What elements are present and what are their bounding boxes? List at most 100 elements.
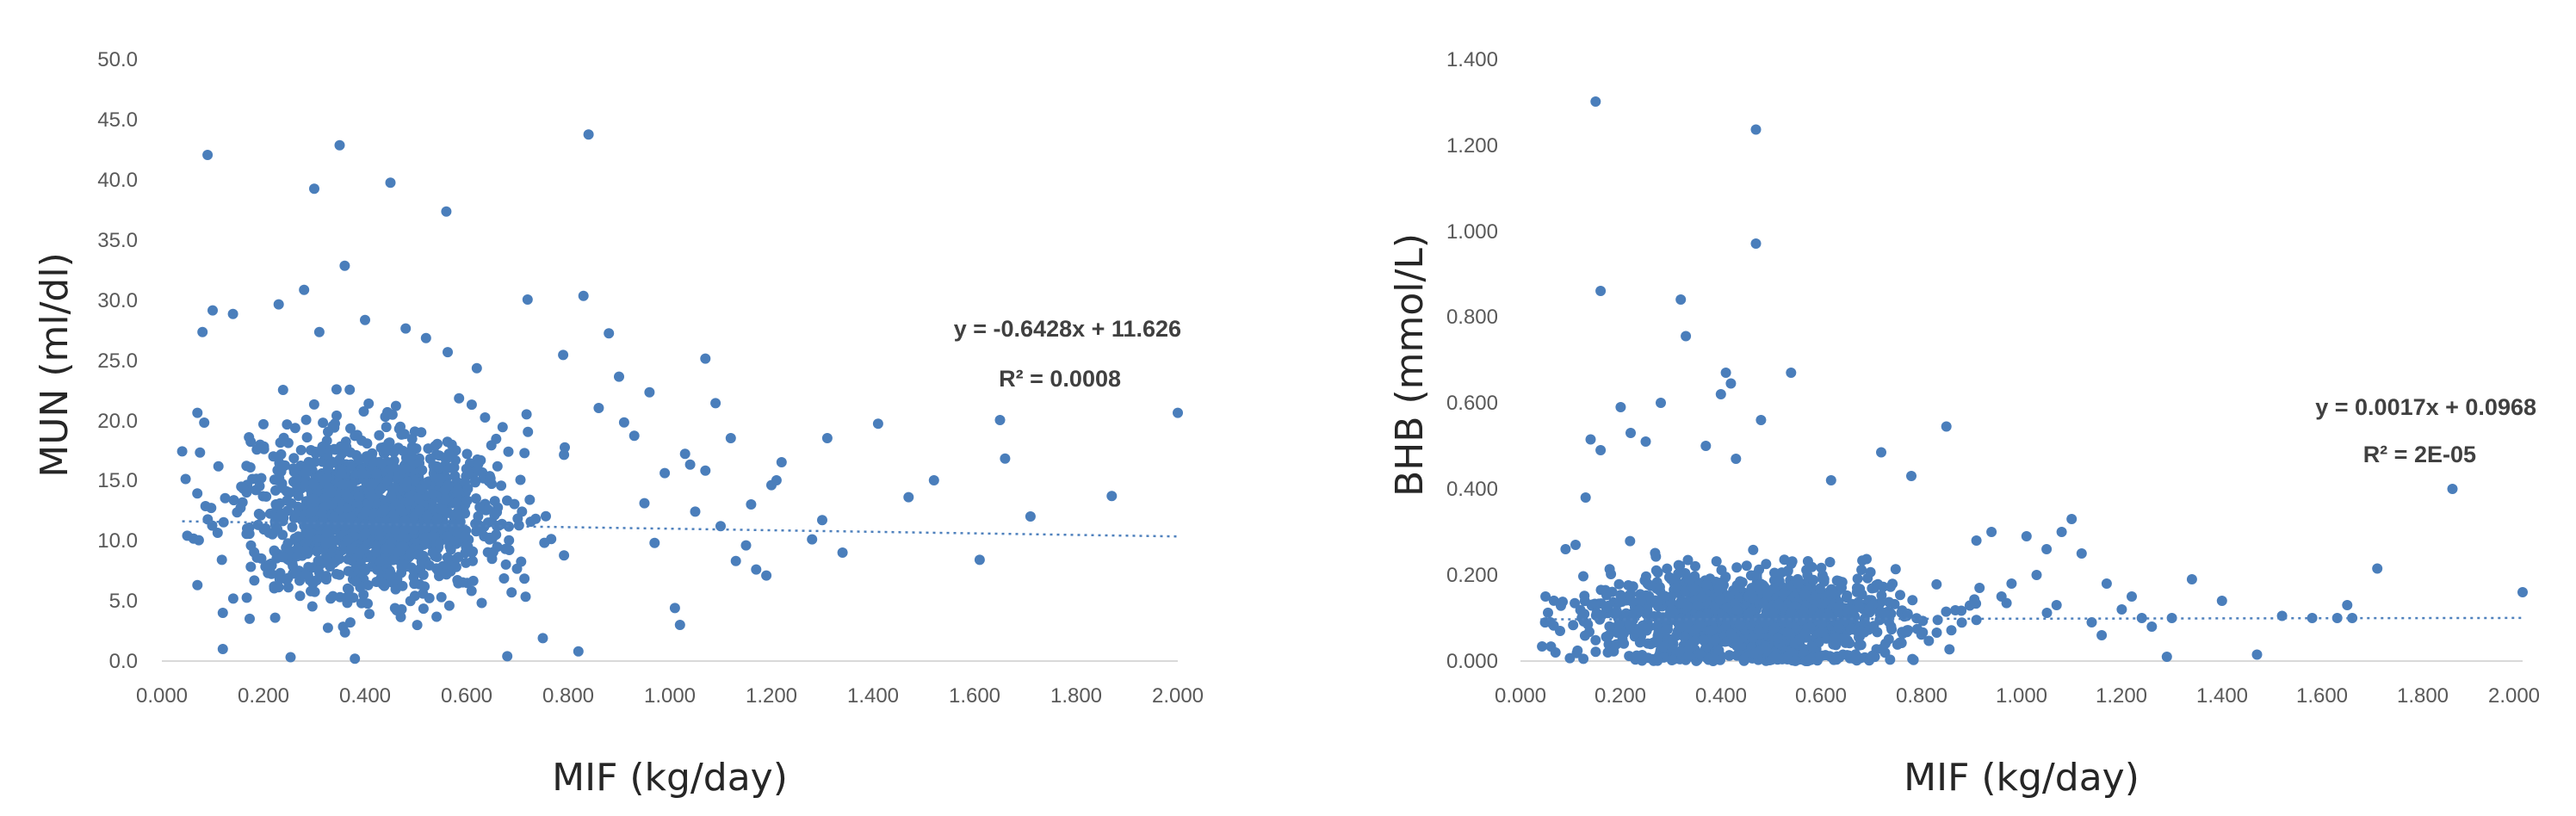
data-point [1774, 598, 1784, 609]
data-point [316, 444, 326, 455]
data-point [292, 551, 303, 562]
data-point [700, 465, 711, 476]
data-point [1699, 634, 1710, 646]
data-point [308, 399, 319, 410]
data-point [1883, 607, 1894, 618]
data-point [444, 462, 455, 473]
x-tick-label: 0.600 [1795, 684, 1847, 708]
data-point [344, 384, 356, 395]
data-point [1000, 453, 1011, 464]
data-point [1652, 655, 1663, 666]
data-point [1793, 578, 1804, 589]
data-point [1590, 634, 1601, 646]
x-axis-title: MIF (kg/day) [1904, 756, 2139, 800]
data-point [1908, 654, 1919, 665]
data-point [487, 547, 498, 558]
data-point [406, 433, 418, 444]
data-point [462, 483, 474, 494]
data-point [486, 440, 497, 451]
data-point [366, 491, 377, 502]
data-point [1688, 583, 1700, 594]
data-point [2331, 613, 2343, 623]
data-point [440, 494, 451, 505]
data-point [903, 491, 914, 503]
data-point [492, 461, 503, 472]
data-point [1606, 569, 1617, 579]
data-point [1696, 591, 1707, 603]
data-point [461, 448, 473, 460]
data-point [275, 437, 286, 448]
data-point [416, 427, 427, 438]
trendline [182, 520, 1179, 538]
data-point [1710, 634, 1721, 646]
data-point [1971, 598, 1982, 609]
data-point [399, 515, 411, 526]
x-tick-label: 1.600 [949, 684, 1000, 708]
data-point [1681, 601, 1693, 612]
y-tick-label: 35.0 [97, 229, 138, 252]
data-point [329, 511, 339, 522]
data-point [390, 400, 401, 411]
data-point [420, 332, 431, 343]
y-tick-label: 20.0 [97, 410, 138, 433]
data-point [1634, 637, 1645, 648]
data-point [287, 522, 298, 533]
data-point [345, 423, 356, 434]
data-point [1756, 415, 1767, 425]
data-point [362, 579, 374, 590]
data-point [263, 527, 275, 538]
data-point [428, 460, 439, 471]
data-point [2372, 563, 2383, 574]
data-point [1830, 653, 1842, 665]
data-point [817, 515, 827, 526]
data-point [485, 473, 496, 484]
data-point [361, 451, 372, 462]
x-tick-label: 1.000 [644, 684, 696, 708]
data-point [303, 527, 314, 538]
data-point [1731, 562, 1743, 573]
bhb-scatter-chart: 0.000 0.200 0.400 0.600 0.800 1.000 1.20… [1388, 48, 2540, 800]
data-point [334, 553, 345, 565]
data-point [461, 541, 472, 552]
data-point [1738, 654, 1749, 665]
data-point [1923, 635, 1935, 646]
data-point [442, 552, 453, 563]
data-point [573, 646, 584, 657]
data-point [1625, 535, 1636, 547]
data-point [440, 454, 451, 465]
y-axis-title: MUN (ml/dl) [33, 252, 77, 477]
data-point [1700, 441, 1712, 451]
data-point [180, 473, 191, 485]
x-tick-label: 1.400 [847, 684, 899, 708]
data-point [442, 531, 453, 541]
data-point [1831, 575, 1842, 586]
data-point [342, 503, 353, 514]
data-point [427, 547, 438, 558]
data-point [2517, 587, 2528, 597]
data-point [715, 521, 726, 532]
data-point [308, 479, 319, 490]
data-point [276, 448, 287, 460]
data-point [1681, 331, 1692, 342]
data-point [1570, 597, 1581, 609]
data-point [1798, 612, 1809, 623]
data-point [408, 511, 419, 522]
data-point [502, 651, 513, 662]
data-point [1741, 560, 1752, 572]
data-point [1841, 592, 1852, 603]
data-point [1690, 624, 1701, 635]
data-point [1782, 566, 1793, 577]
x-tick-label: 0.400 [339, 684, 391, 708]
data-point [354, 547, 365, 559]
data-point [330, 418, 340, 430]
data-point [351, 430, 362, 441]
data-point [2056, 527, 2067, 537]
data-point [1707, 656, 1718, 666]
data-point [1748, 544, 1759, 555]
data-point [480, 412, 491, 423]
x-tick-label: 0.600 [441, 684, 492, 708]
data-point [1682, 614, 1694, 625]
data-point [197, 326, 208, 337]
data-point [323, 426, 333, 437]
data-point [1876, 447, 1886, 458]
